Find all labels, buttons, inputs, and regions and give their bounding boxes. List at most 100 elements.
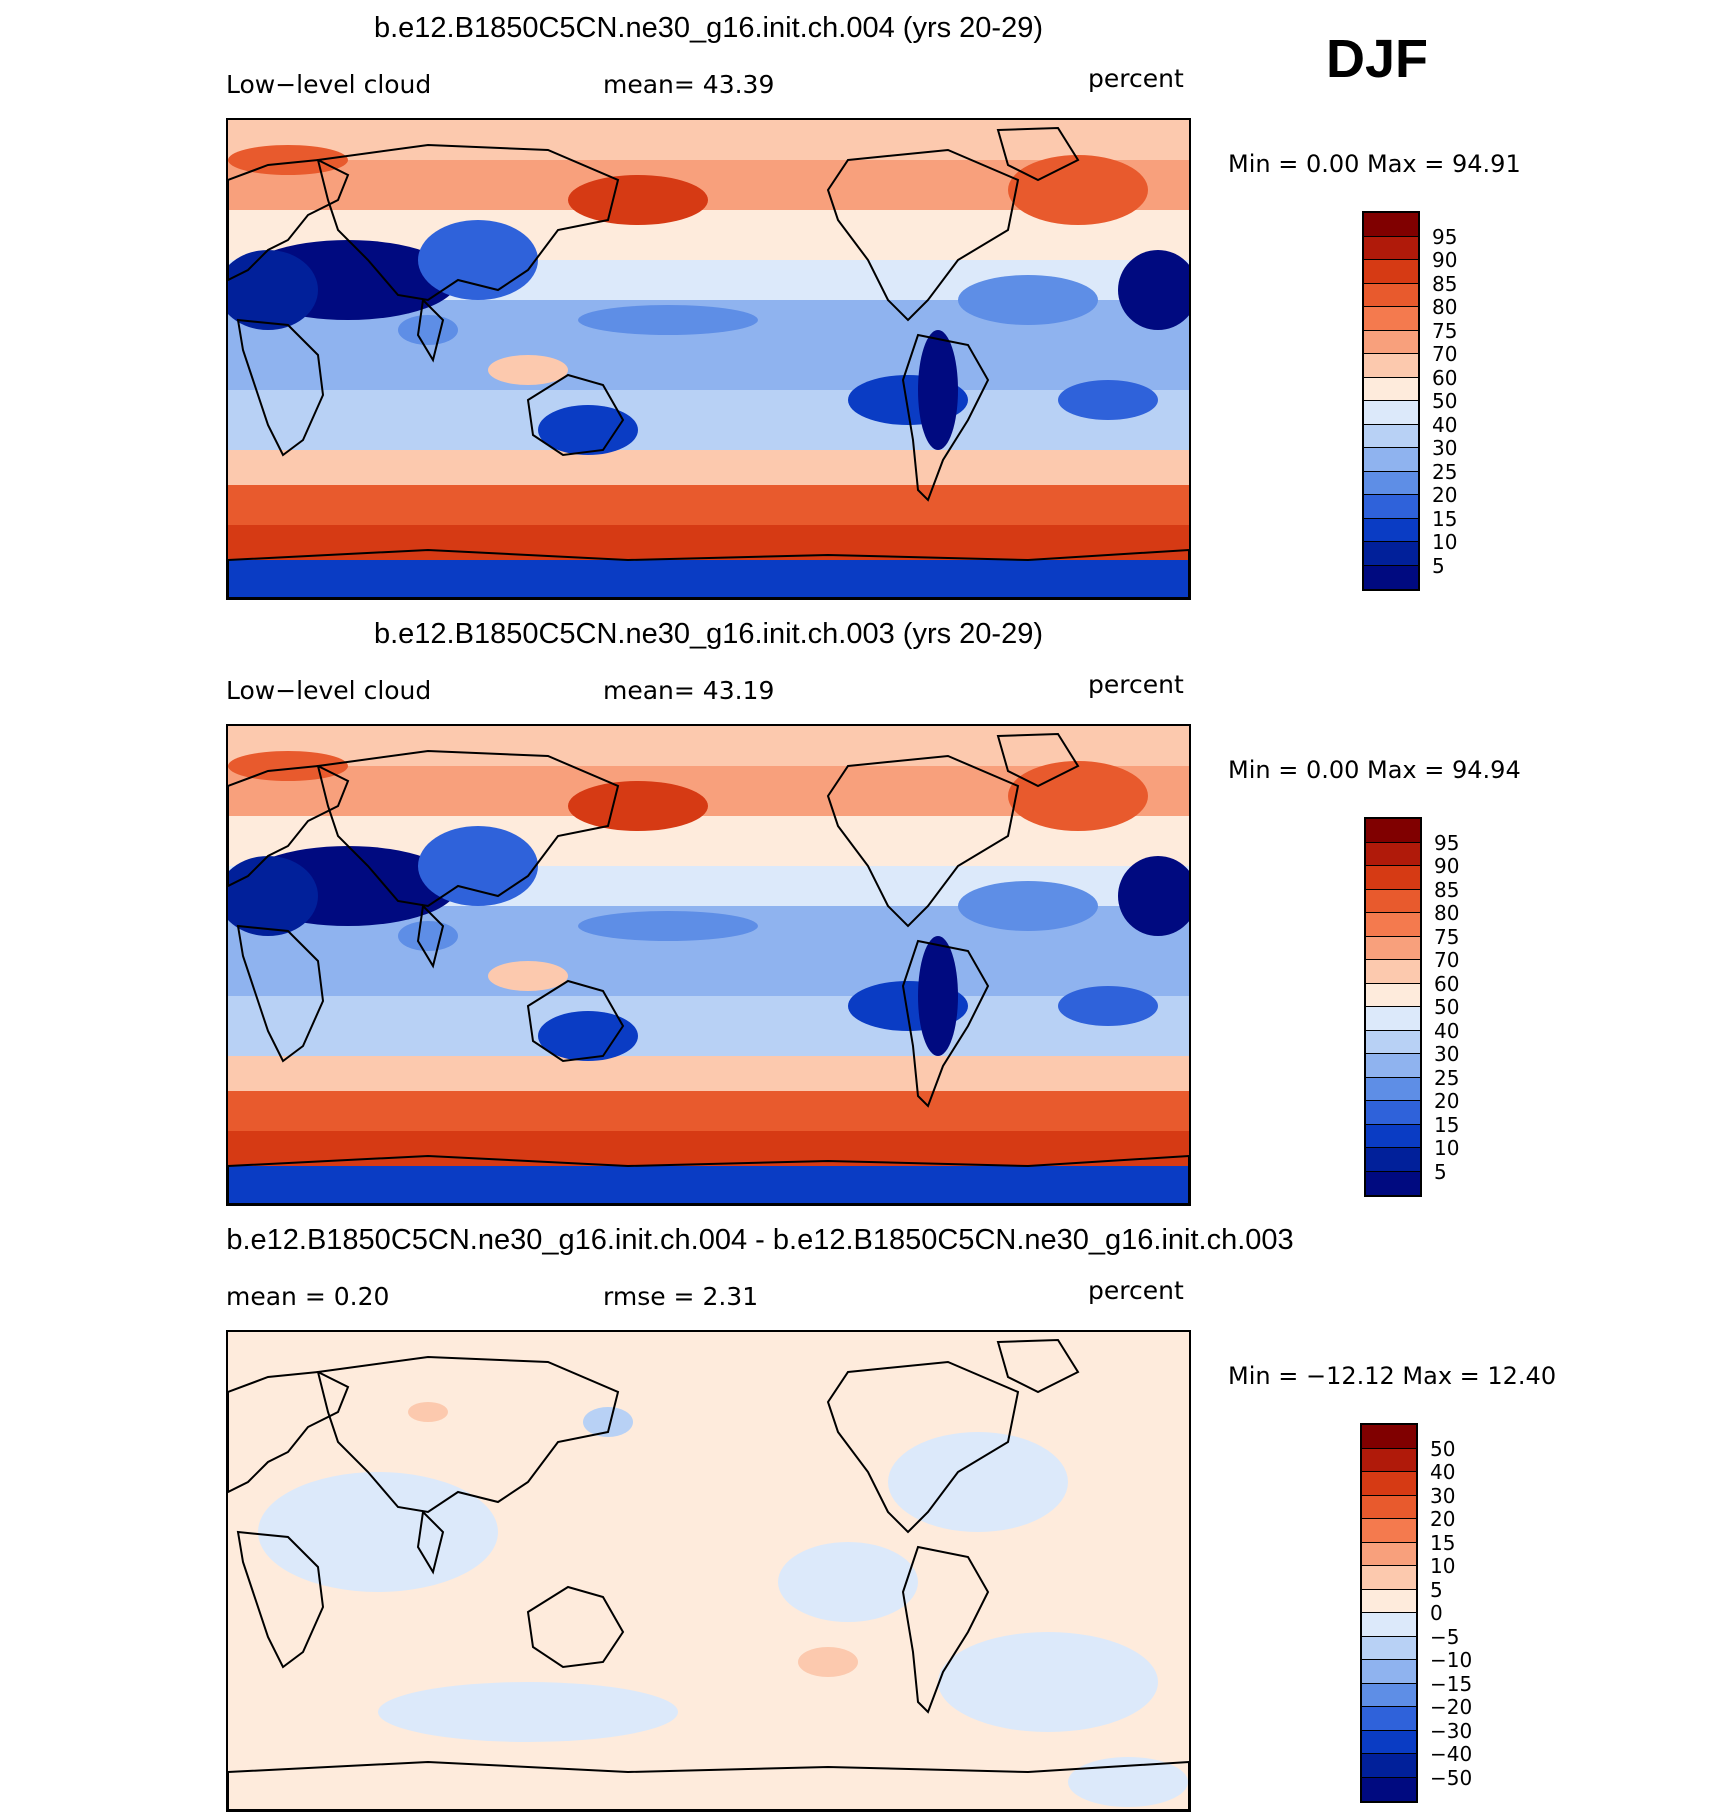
diff-region xyxy=(778,1542,918,1622)
colorbar-tick-label: 20 xyxy=(1434,1089,1460,1113)
colorbar-swatch xyxy=(1366,960,1420,984)
colorbar-tick-label: 10 xyxy=(1430,1554,1456,1578)
colorbar-swatch xyxy=(1364,542,1418,566)
colorbar-tick-label: 20 xyxy=(1430,1507,1456,1531)
colorbar-swatch xyxy=(1366,1007,1420,1031)
cloud-band xyxy=(228,996,1189,1056)
coastline xyxy=(416,1509,445,1575)
colorbar-tick-label: 40 xyxy=(1430,1460,1456,1484)
colorbar-swatch xyxy=(1366,1148,1420,1172)
coastline xyxy=(526,979,625,1063)
diff-region xyxy=(258,1472,498,1592)
coastline xyxy=(996,126,1080,182)
cloud-band xyxy=(228,450,1189,485)
colorbar-tick-label: −50 xyxy=(1430,1765,1473,1790)
colorbar-swatch xyxy=(1364,448,1418,472)
colorbar-swatch xyxy=(1366,1054,1420,1078)
cloud-region xyxy=(1008,761,1148,831)
cloud-region xyxy=(418,826,538,906)
coastline xyxy=(826,1360,1020,1534)
colorbar-swatch xyxy=(1366,1030,1420,1054)
colorbar-tick-label: −15 xyxy=(1430,1671,1473,1696)
cloud-band xyxy=(228,1166,1189,1204)
cloud-region xyxy=(228,751,348,781)
cloud-band xyxy=(228,1056,1189,1091)
colorbar-swatch xyxy=(1364,307,1418,331)
coastline xyxy=(901,1545,990,1714)
colorbar-tick-label: −5 xyxy=(1430,1624,1460,1649)
colorbar-swatch xyxy=(1364,401,1418,425)
cloud-band xyxy=(228,726,1189,766)
coastline xyxy=(901,939,990,1108)
cloud-region xyxy=(228,250,318,330)
cloud-region xyxy=(538,405,638,455)
colorbar-tick-label: 5 xyxy=(1430,1577,1443,1602)
colorbar-swatch xyxy=(1366,1124,1420,1148)
coastline xyxy=(996,1338,1080,1394)
colorbar-swatch xyxy=(1362,1754,1416,1778)
cloud-region xyxy=(918,330,958,450)
cloud-band xyxy=(228,1091,1189,1131)
variable-label: Low−level cloud xyxy=(226,676,432,705)
colorbar-swatch xyxy=(1366,1171,1420,1195)
colorbar-tick-label: 70 xyxy=(1434,948,1460,972)
diff-region xyxy=(378,1682,678,1742)
colorbar-swatch xyxy=(1362,1777,1416,1801)
cloud-region xyxy=(1058,380,1158,420)
coastline xyxy=(826,148,1020,322)
colorbar-tick-label: −20 xyxy=(1430,1695,1473,1719)
colorbar-tick-label: 50 xyxy=(1432,389,1458,413)
coastline xyxy=(228,548,1189,598)
colorbar xyxy=(1360,1423,1418,1803)
mean-label: mean= 43.39 xyxy=(603,70,775,99)
colorbar-tick-label: 50 xyxy=(1430,1436,1456,1461)
colorbar-tick-label: 10 xyxy=(1434,1136,1460,1160)
colorbar-tick-label: 60 xyxy=(1434,971,1460,996)
coastline xyxy=(996,732,1080,788)
cloud-band xyxy=(228,485,1189,525)
colorbar-swatch xyxy=(1364,471,1418,495)
colorbar-swatch xyxy=(1364,213,1418,237)
colorbar-tick-label: 80 xyxy=(1434,901,1460,925)
coastline xyxy=(228,1154,1189,1204)
colorbar-swatch xyxy=(1364,354,1418,378)
cloud-region xyxy=(228,145,348,175)
map-graphic xyxy=(228,1332,1189,1810)
colorbar-tick-label: 80 xyxy=(1432,295,1458,319)
coastline xyxy=(236,318,325,457)
cloud-region xyxy=(1058,986,1158,1026)
colorbar-swatch xyxy=(1362,1472,1416,1496)
colorbar-tick-label: 15 xyxy=(1432,506,1458,531)
coastline xyxy=(826,754,1020,928)
coastline xyxy=(416,903,445,969)
diff-region xyxy=(888,1432,1068,1532)
coastline xyxy=(526,373,625,457)
cloud-region xyxy=(578,305,758,335)
min-max-label: Min = 0.00 Max = 94.94 xyxy=(1228,756,1521,784)
colorbar-tick-label: −10 xyxy=(1430,1648,1473,1672)
cloud-region xyxy=(418,220,538,300)
map-graphic xyxy=(228,726,1189,1204)
colorbar-swatch xyxy=(1366,936,1420,960)
colorbar-tick-label: 15 xyxy=(1434,1112,1460,1137)
panel-title: b.e12.B1850C5CN.ne30_g16.init.ch.004 (yr… xyxy=(373,12,1044,44)
diff-region xyxy=(583,1407,633,1437)
coastline xyxy=(526,1585,625,1669)
cloud-region xyxy=(958,275,1098,325)
colorbar-swatch xyxy=(1364,283,1418,307)
coastline xyxy=(901,333,990,502)
min-max-label: Min = 0.00 Max = 94.91 xyxy=(1228,150,1521,178)
colorbar xyxy=(1362,211,1420,591)
colorbar-swatch xyxy=(1362,1425,1416,1449)
units-label: percent xyxy=(1088,64,1184,93)
colorbar-tick-label: 30 xyxy=(1430,1483,1456,1508)
colorbar-tick-label: 5 xyxy=(1434,1159,1447,1184)
colorbar-tick-label: 25 xyxy=(1432,459,1458,484)
cloud-region xyxy=(538,1011,638,1061)
colorbar-tick-label: 70 xyxy=(1432,342,1458,366)
cloud-region xyxy=(398,921,458,951)
cloud-region xyxy=(578,911,758,941)
colorbar-swatch xyxy=(1362,1730,1416,1754)
cloud-region xyxy=(398,315,458,345)
colorbar-swatch xyxy=(1364,495,1418,519)
